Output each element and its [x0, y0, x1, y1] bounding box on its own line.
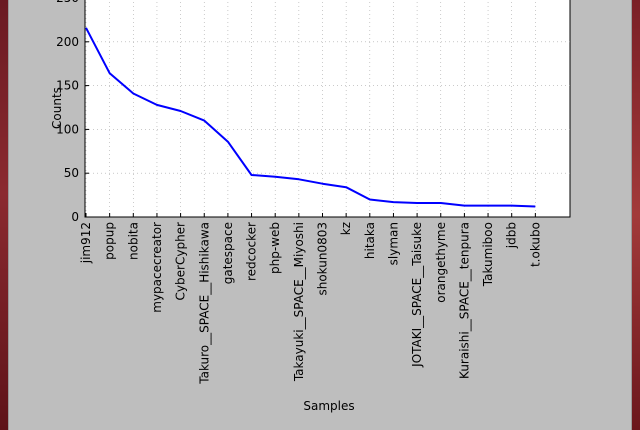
x-tick-label: php-web [268, 222, 282, 274]
y-tick-labels: 0 50 100 150 200 250 [56, 0, 79, 224]
x-tick-label: gatespace [221, 222, 235, 284]
x-tick-label: redcocker [245, 222, 259, 281]
y-tick-label: 0 [71, 210, 79, 224]
x-tick-label: JOTAKI__SPACE__Taisuke [410, 222, 424, 368]
x-tick-label: mypacecreator [150, 222, 164, 313]
x-tick-label: hitaka [363, 222, 377, 259]
counts-series-line [85, 27, 536, 208]
x-tick-label: nobita [126, 222, 140, 260]
grid-lines [85, 0, 570, 217]
y-tick-label: 200 [56, 35, 79, 49]
x-tick-label: Kuraishi__SPACE__tenpura [457, 222, 471, 379]
y-axis-title: Counts [50, 87, 64, 129]
x-tick-label: Takumiboo [481, 222, 495, 287]
x-tick-label: CyberCypher [174, 222, 188, 301]
desktop-background-left [0, 0, 8, 430]
plot-area [84, 0, 571, 218]
x-tick-label: jim912 [79, 222, 93, 264]
x-tick-label: slyman [386, 222, 400, 265]
x-tick-label: Takuro__SPACE__Hishikawa [197, 222, 211, 385]
axis-ticks [85, 41, 536, 218]
x-tick-label: jdbb [505, 222, 519, 249]
x-tick-label: popup [103, 222, 117, 260]
y-tick-label: 150 [56, 79, 79, 93]
x-tick-label: orangethyme [434, 222, 448, 303]
plot-window: 0 50 100 150 200 250 jim912 popup nobita mypacec… [8, 0, 632, 430]
line-chart: 0 50 100 150 200 250 jim912 popup nobita mypacec… [50, 0, 571, 413]
x-tick-label: t.okubo [528, 222, 542, 267]
x-tick-label: Takayuki__SPACE__Miyoshi [292, 222, 306, 382]
desktop-background-right [632, 0, 640, 430]
y-tick-label: 250 [56, 0, 79, 5]
y-tick-label: 50 [64, 166, 79, 180]
x-tick-label: kz [339, 222, 353, 235]
x-tick-label: shokun0803 [316, 222, 330, 296]
y-tick-label: 100 [56, 122, 79, 136]
x-tick-labels: jim912 popup nobita mypacecreator CyberCyphe… [79, 222, 542, 385]
x-axis-title: Samples [303, 399, 354, 413]
